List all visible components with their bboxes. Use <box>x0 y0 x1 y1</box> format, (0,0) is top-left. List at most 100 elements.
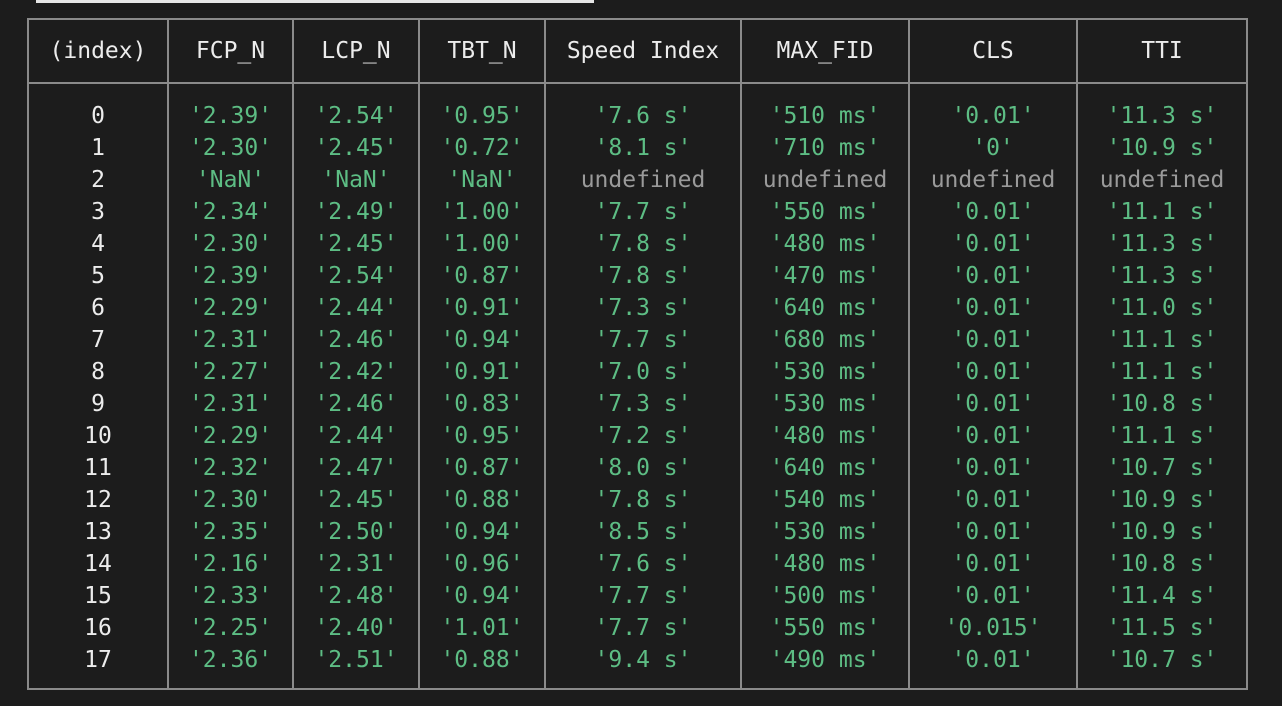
string-value-cell: '0.88' <box>418 644 546 690</box>
table-row: 1'2.30' '2.45' '0.72' '8.1 s' '710 ms' '0' '10… <box>27 132 1248 164</box>
row-index-cell: 15 <box>27 580 169 612</box>
string-value-cell: '0.87' <box>418 260 546 292</box>
string-value-cell: '0.01' <box>908 516 1078 548</box>
string-value-cell: '11.4 s' <box>1076 580 1248 612</box>
string-value-cell: 'NaN' <box>292 164 420 196</box>
string-value-cell: '9.4 s' <box>544 644 742 690</box>
undefined-value-cell: undefined <box>544 164 742 196</box>
string-value-cell: '490 ms' <box>740 644 910 690</box>
string-value-cell: '0.94' <box>418 516 546 548</box>
string-value-cell: '2.30' <box>167 228 294 260</box>
string-value-cell: '640 ms' <box>740 452 910 484</box>
table-row: 8'2.27' '2.42' '0.91' '7.0 s' '530 ms' '0.01'… <box>27 356 1248 388</box>
string-value-cell: '2.49' <box>292 196 420 228</box>
string-value-cell: '2.44' <box>292 292 420 324</box>
string-value-cell: '640 ms' <box>740 292 910 324</box>
string-value-cell: '8.0 s' <box>544 452 742 484</box>
row-index-cell: 8 <box>27 356 169 388</box>
string-value-cell: '0.96' <box>418 548 546 580</box>
table-row: 11'2.32' '2.47' '0.87' '8.0 s' '640 ms' '0.01… <box>27 452 1248 484</box>
string-value-cell: '530 ms' <box>740 516 910 548</box>
string-value-cell: '0.01' <box>908 196 1078 228</box>
string-value-cell: '2.29' <box>167 420 294 452</box>
string-value-cell: '0.01' <box>908 580 1078 612</box>
undefined-value-cell: undefined <box>740 164 910 196</box>
table-row: 7'2.31' '2.46' '0.94' '7.7 s' '680 ms' '0.01'… <box>27 324 1248 356</box>
row-index-cell: 13 <box>27 516 169 548</box>
column-header: LCP_N <box>292 18 420 84</box>
string-value-cell: '0.01' <box>908 548 1078 580</box>
string-value-cell: '550 ms' <box>740 196 910 228</box>
column-header: FCP_N <box>167 18 294 84</box>
string-value-cell: '2.39' <box>167 260 294 292</box>
string-value-cell: '7.6 s' <box>544 83 742 132</box>
string-value-cell: '1.01' <box>418 612 546 644</box>
string-value-cell: '0.91' <box>418 292 546 324</box>
string-value-cell: '680 ms' <box>740 324 910 356</box>
string-value-cell: '550 ms' <box>740 612 910 644</box>
string-value-cell: '480 ms' <box>740 420 910 452</box>
string-value-cell: '11.0 s' <box>1076 292 1248 324</box>
string-value-cell: '2.33' <box>167 580 294 612</box>
string-value-cell: '0.01' <box>908 420 1078 452</box>
string-value-cell: '0.01' <box>908 324 1078 356</box>
string-value-cell: '0.01' <box>908 356 1078 388</box>
string-value-cell: '0.01' <box>908 292 1078 324</box>
string-value-cell: '0.015' <box>908 612 1078 644</box>
string-value-cell: '0.87' <box>418 452 546 484</box>
row-index-cell: 14 <box>27 548 169 580</box>
table-row: 15'2.33' '2.48' '0.94' '7.7 s' '500 ms' '0.01… <box>27 580 1248 612</box>
string-value-cell: '0.01' <box>908 83 1078 132</box>
row-index-cell: 2 <box>27 164 169 196</box>
string-value-cell: '2.51' <box>292 644 420 690</box>
table-row: 10'2.29' '2.44' '0.95' '7.2 s' '480 ms' '0.01… <box>27 420 1248 452</box>
table-row: 17'2.36' '2.51' '0.88' '9.4 s' '490 ms' '0.01… <box>27 644 1248 690</box>
column-header: (index) <box>27 18 169 84</box>
row-index-cell: 12 <box>27 484 169 516</box>
string-value-cell: '0.01' <box>908 644 1078 690</box>
string-value-cell: '2.30' <box>167 484 294 516</box>
string-value-cell: '7.0 s' <box>544 356 742 388</box>
string-value-cell: '11.3 s' <box>1076 83 1248 132</box>
string-value-cell: '2.46' <box>292 388 420 420</box>
table-row: 16'2.25' '2.40' '1.01' '7.7 s' '550 ms' '0.01… <box>27 612 1248 644</box>
string-value-cell: '10.8 s' <box>1076 388 1248 420</box>
string-value-cell: '7.7 s' <box>544 324 742 356</box>
string-value-cell: '2.45' <box>292 228 420 260</box>
console-table: (index) FCP_N LCP_N TBT_N Speed Index MAX_FID… <box>27 18 1248 690</box>
string-value-cell: '2.35' <box>167 516 294 548</box>
string-value-cell: '470 ms' <box>740 260 910 292</box>
string-value-cell: '7.7 s' <box>544 612 742 644</box>
string-value-cell: '2.29' <box>167 292 294 324</box>
row-index-cell: 3 <box>27 196 169 228</box>
string-value-cell: '710 ms' <box>740 132 910 164</box>
string-value-cell: '11.3 s' <box>1076 260 1248 292</box>
string-value-cell: '2.50' <box>292 516 420 548</box>
string-value-cell: '0.83' <box>418 388 546 420</box>
string-value-cell: '2.44' <box>292 420 420 452</box>
string-value-cell: '10.9 s' <box>1076 484 1248 516</box>
string-value-cell: '11.1 s' <box>1076 420 1248 452</box>
string-value-cell: '540 ms' <box>740 484 910 516</box>
column-header: Speed Index <box>544 18 742 84</box>
string-value-cell: '0.94' <box>418 580 546 612</box>
row-index-cell: 0 <box>27 83 169 132</box>
header-row: (index) FCP_N LCP_N TBT_N Speed Index MAX_FID… <box>27 18 1248 84</box>
column-header: TBT_N <box>418 18 546 84</box>
string-value-cell: '2.46' <box>292 324 420 356</box>
row-index-cell: 10 <box>27 420 169 452</box>
string-value-cell: '10.9 s' <box>1076 132 1248 164</box>
string-value-cell: '7.8 s' <box>544 260 742 292</box>
string-value-cell: '7.3 s' <box>544 388 742 420</box>
string-value-cell: '11.1 s' <box>1076 356 1248 388</box>
string-value-cell: '2.30' <box>167 132 294 164</box>
string-value-cell: '11.1 s' <box>1076 324 1248 356</box>
string-value-cell: '1.00' <box>418 196 546 228</box>
string-value-cell: '2.45' <box>292 484 420 516</box>
string-value-cell: '10.9 s' <box>1076 516 1248 548</box>
row-index-cell: 11 <box>27 452 169 484</box>
string-value-cell: '0.95' <box>418 420 546 452</box>
table-row: 3'2.34' '2.49' '1.00' '7.7 s' '550 ms' '0.01'… <box>27 196 1248 228</box>
string-value-cell: '480 ms' <box>740 228 910 260</box>
string-value-cell: '2.27' <box>167 356 294 388</box>
